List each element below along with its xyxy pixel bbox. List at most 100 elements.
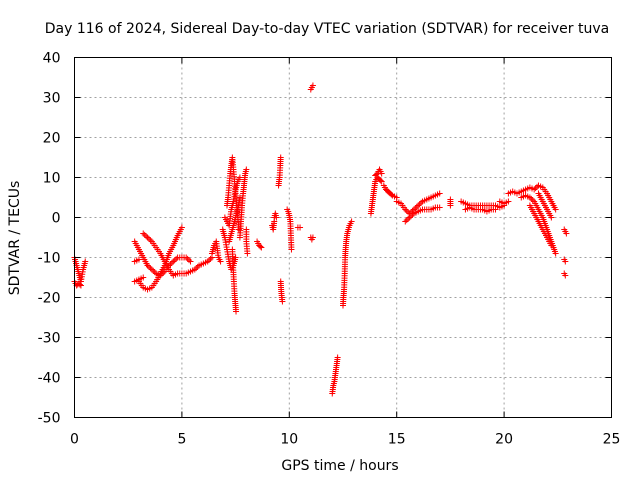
x-tick-label: 25	[603, 432, 621, 448]
data-point	[531, 186, 538, 193]
data-point	[416, 201, 423, 208]
data-point	[548, 242, 555, 249]
data-point	[309, 82, 316, 89]
data-point	[243, 166, 250, 173]
data-point	[528, 195, 535, 202]
data-point	[257, 243, 264, 250]
data-point	[171, 257, 178, 264]
x-tick-label: 5	[177, 432, 186, 448]
data-point	[143, 233, 150, 240]
data-point	[232, 254, 239, 261]
data-point	[378, 170, 385, 177]
data-point	[244, 250, 251, 257]
data-point	[140, 274, 147, 281]
data-point	[191, 266, 198, 273]
data-point	[148, 266, 155, 273]
data-point	[388, 191, 395, 198]
data-point	[82, 258, 89, 265]
x-tick-label: 0	[70, 432, 79, 448]
data-point	[147, 265, 154, 272]
data-point	[207, 255, 214, 262]
data-point	[552, 250, 559, 257]
data-point	[277, 154, 284, 161]
data-point	[377, 177, 384, 184]
data-point	[135, 256, 142, 263]
data-point	[413, 203, 420, 210]
data-point	[186, 257, 193, 264]
y-tick-label: 40	[43, 51, 61, 67]
data-point	[526, 194, 533, 201]
x-axis-label: GPS time / hours	[281, 458, 398, 474]
data-point	[405, 215, 412, 222]
data-point	[144, 262, 151, 269]
data-point	[309, 234, 316, 241]
data-point	[173, 255, 180, 262]
data-point	[402, 206, 409, 213]
data-point	[236, 194, 243, 201]
gridlines	[74, 57, 612, 418]
data-point	[144, 234, 151, 241]
y-tick-label: 10	[43, 171, 61, 187]
data-point	[168, 259, 175, 266]
data-point	[145, 235, 152, 242]
data-point	[412, 205, 419, 212]
data-point	[233, 308, 240, 315]
axis-ticks	[74, 57, 612, 418]
y-tick-labels: 40 30 20 10 0 -10 -20 -30 -40 -50	[38, 51, 61, 427]
data-point	[170, 258, 177, 265]
data-point	[204, 258, 211, 265]
data-point	[447, 196, 454, 203]
data-point	[258, 244, 265, 251]
data-points	[71, 82, 570, 397]
x-tick-label: 10	[280, 432, 298, 448]
data-point	[178, 224, 185, 231]
data-point	[402, 218, 409, 225]
data-point	[408, 213, 415, 220]
data-point	[418, 199, 425, 206]
y-tick-label: -50	[38, 411, 61, 427]
data-point	[409, 211, 416, 218]
data-point	[529, 197, 536, 204]
data-point	[348, 218, 355, 225]
data-point	[206, 257, 213, 264]
data-point	[562, 272, 569, 279]
chart-title: Day 116 of 2024, Sidereal Day-to-day VTE…	[45, 21, 609, 37]
data-point	[563, 230, 570, 237]
data-point	[406, 214, 413, 221]
data-point	[532, 185, 539, 192]
data-point	[150, 267, 157, 274]
data-point	[140, 230, 147, 237]
data-point	[183, 254, 190, 261]
data-point	[273, 214, 280, 221]
y-tick-label: 20	[43, 131, 61, 147]
data-point	[187, 258, 194, 265]
data-point	[505, 198, 512, 205]
plot-frame	[74, 57, 612, 418]
data-point	[552, 206, 559, 213]
data-point	[562, 258, 569, 265]
data-point	[378, 178, 385, 185]
y-axis-label: SDTVAR / TECUs	[7, 181, 23, 296]
data-point	[492, 206, 499, 213]
y-tick-label: 30	[43, 91, 61, 107]
y-tick-label: -30	[38, 331, 61, 347]
x-tick-label: 20	[495, 432, 513, 448]
data-point	[194, 263, 201, 270]
data-point	[77, 282, 84, 289]
data-point	[167, 261, 174, 268]
data-point	[403, 217, 410, 224]
data-point	[147, 237, 154, 244]
data-point	[193, 265, 200, 272]
x-tick-labels: 0 5 10 15 20 25	[70, 432, 620, 448]
data-point	[334, 354, 341, 361]
y-tick-label: 0	[52, 211, 61, 227]
data-point	[288, 246, 295, 253]
data-point	[151, 269, 158, 276]
x-tick-label: 15	[388, 432, 406, 448]
y-tick-label: -10	[38, 251, 61, 267]
data-point	[184, 255, 191, 262]
data-point	[217, 258, 224, 265]
data-point	[436, 190, 443, 197]
y-tick-label: -20	[38, 291, 61, 307]
